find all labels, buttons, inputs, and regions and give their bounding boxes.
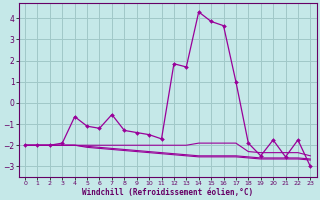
X-axis label: Windchill (Refroidissement éolien,°C): Windchill (Refroidissement éolien,°C) [82, 188, 253, 197]
